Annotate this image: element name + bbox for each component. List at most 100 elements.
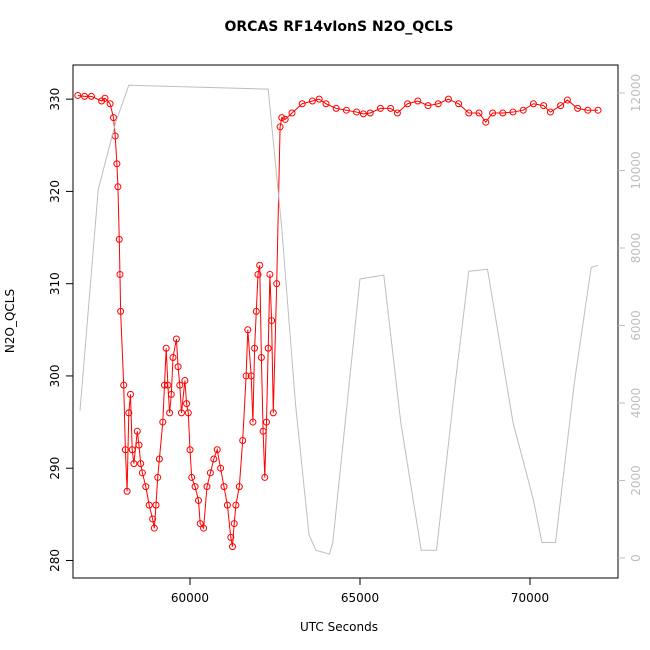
x-axis-label: UTC Seconds (300, 620, 378, 634)
y2-tick-label: 8000 (629, 233, 643, 264)
data-point (414, 97, 422, 105)
data-point (130, 460, 138, 468)
data-point (584, 106, 592, 114)
y-tick-label: 280 (48, 549, 62, 572)
data-point (251, 344, 259, 352)
data-point (174, 363, 182, 371)
data-point (482, 118, 490, 126)
data-point (387, 104, 395, 112)
data-point (529, 100, 537, 108)
data-point (366, 109, 374, 117)
data-point (138, 469, 146, 477)
data-point (594, 106, 602, 114)
y-tick-label: 320 (48, 180, 62, 203)
chart-title: ORCAS RF14vIonS N2O_QCLS (225, 19, 454, 35)
data-point (342, 106, 350, 114)
series-line (79, 84, 599, 555)
data-point (254, 270, 262, 278)
y2-tick-label: 4000 (629, 388, 643, 419)
data-point (332, 104, 340, 112)
data-point (499, 109, 507, 117)
data-point (489, 109, 497, 117)
data-point (155, 455, 163, 463)
data-point (223, 501, 231, 509)
data-point (145, 501, 153, 509)
data-point (264, 344, 272, 352)
data-point (196, 520, 204, 528)
data-point (298, 100, 306, 108)
data-point (261, 473, 269, 481)
data-point (200, 524, 208, 532)
data-point (181, 377, 189, 385)
data-point (133, 427, 141, 435)
data-point (257, 353, 265, 361)
data-point (563, 96, 571, 104)
data-point (137, 460, 145, 468)
data-point (194, 496, 202, 504)
data-point (126, 390, 134, 398)
data-point (322, 100, 330, 108)
data-point (273, 280, 281, 288)
data-point (125, 409, 133, 417)
data-point (81, 92, 89, 100)
y2-tick-label: 2000 (629, 465, 643, 496)
data-point (128, 446, 136, 454)
data-point (288, 109, 296, 117)
data-point (217, 464, 225, 472)
data-point (109, 114, 117, 122)
x-tick-label: 60000 (171, 591, 209, 605)
data-point (106, 100, 114, 108)
data-point (475, 109, 483, 117)
data-point (164, 381, 172, 389)
data-point (203, 483, 211, 491)
data-point (262, 418, 270, 426)
data-point (247, 372, 255, 380)
data-point (142, 483, 150, 491)
x-tick-label: 65000 (341, 591, 379, 605)
plot-frame (72, 64, 619, 579)
data-point (169, 353, 177, 361)
data-point (455, 100, 463, 108)
data-point (117, 307, 125, 315)
data-point (252, 307, 260, 315)
y-tick-label: 290 (48, 457, 62, 480)
data-point (220, 483, 228, 491)
data-point (160, 381, 168, 389)
data-point (191, 483, 199, 491)
data-point (113, 160, 121, 168)
data-point (167, 390, 175, 398)
data-point (74, 91, 82, 99)
y-tick-label: 330 (48, 88, 62, 111)
data-point (242, 372, 250, 380)
y-axis-label: N2O_QCLS (3, 289, 17, 353)
data-point (376, 104, 384, 112)
data-point (434, 100, 442, 108)
y2-tick-label: 6000 (629, 310, 643, 341)
data-point (184, 409, 192, 417)
data-point (353, 108, 361, 116)
data-point (87, 92, 95, 100)
data-point (121, 446, 129, 454)
data-point (176, 381, 184, 389)
data-point (308, 97, 316, 105)
data-point (188, 473, 196, 481)
data-point (206, 469, 214, 477)
data-point (276, 123, 284, 131)
data-point (259, 427, 267, 435)
data-point (162, 344, 170, 352)
data-point (232, 501, 240, 509)
data-point (256, 261, 264, 269)
data-point (359, 110, 367, 118)
y-tick-label: 310 (48, 272, 62, 295)
data-point (116, 270, 124, 278)
data-point (404, 100, 412, 108)
data-point (166, 409, 174, 417)
data-point (509, 108, 517, 116)
data-point (239, 437, 247, 445)
data-point (465, 109, 473, 117)
data-point (269, 409, 277, 417)
data-point (183, 400, 191, 408)
data-point (574, 104, 582, 112)
data-point (424, 102, 432, 110)
